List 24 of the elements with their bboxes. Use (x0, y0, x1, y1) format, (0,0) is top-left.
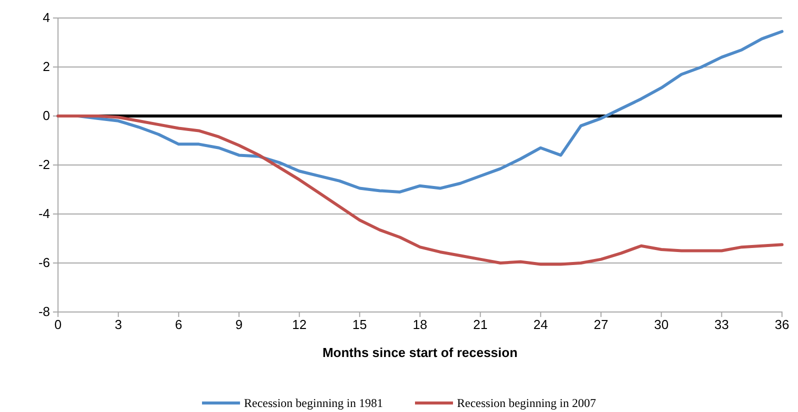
x-tick-label: 24 (533, 317, 548, 332)
legend-label: Recession beginning in 2007 (457, 396, 596, 410)
x-tick-label: 36 (774, 317, 790, 332)
x-tick-label: 0 (54, 317, 62, 332)
x-tick-label: 18 (412, 317, 428, 332)
x-tick-label: 30 (654, 317, 669, 332)
y-tick-label: -4 (38, 206, 50, 222)
x-tick-label: 3 (114, 317, 122, 332)
y-tick-label: -2 (38, 157, 50, 172)
x-tick-label: 27 (594, 317, 608, 332)
x-tick-label: 33 (714, 317, 729, 332)
line-series (56, 114, 784, 266)
x-tick-label: 21 (473, 317, 488, 332)
y-tick-label: 2 (42, 59, 50, 74)
legend-label: Recession beginning in 1981 (244, 396, 383, 410)
y-tick-label: 0 (42, 108, 50, 124)
y-tick-label: -6 (38, 255, 50, 270)
y-tick-label: -8 (38, 304, 50, 320)
x-tick-label: 6 (175, 317, 182, 332)
x-axis-title: Months since start of recession (322, 345, 518, 360)
x-tick-label: 15 (352, 317, 367, 332)
x-tick-label: 12 (292, 317, 307, 332)
x-tick-label: 9 (235, 317, 243, 332)
y-tick-label: 4 (42, 10, 50, 26)
